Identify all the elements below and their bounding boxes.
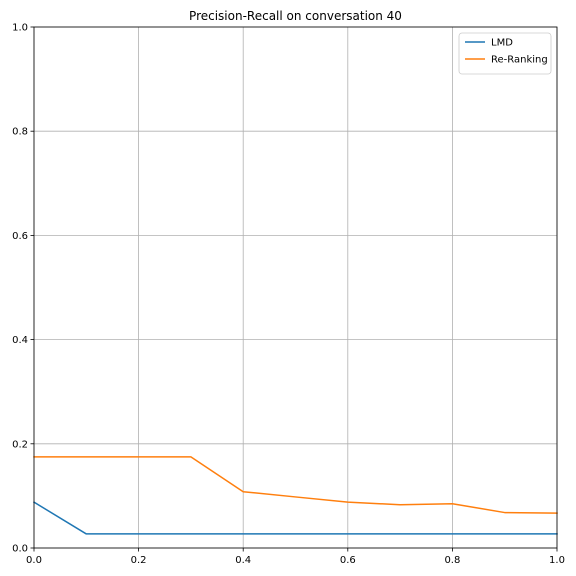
y-tick-label-4: 0.8: [12, 127, 28, 138]
series-lines: [32, 456, 558, 535]
y-tick-label-1: 0.2: [12, 439, 28, 450]
y-tick-label-3: 0.6: [12, 231, 28, 242]
x-tick-label-3: 0.6: [340, 555, 356, 566]
x-tick-label-1: 0.2: [131, 555, 147, 566]
x-tick-label-0: 0.0: [26, 555, 42, 566]
series-line-lmd: [32, 501, 558, 535]
plot-frame: [33, 26, 558, 549]
legend-label-lmd: LMD: [491, 38, 513, 49]
x-tick-label-5: 1.0: [549, 555, 565, 566]
legend: LMD Re-Ranking: [458, 32, 552, 75]
y-tick-label-5: 1.0: [12, 23, 28, 34]
y-tick-label-0: 0.0: [12, 544, 28, 555]
chart-title: Precision-Recall on conversation 40: [189, 9, 402, 23]
axis-ticks: 0.0 0.2 0.4 0.6 0.8 1.0 0.0 0.2 0.4 0.6 0.8 1.0: [12, 23, 565, 567]
y-tick-label-2: 0.4: [12, 335, 28, 346]
series-line-re-ranking: [33, 456, 558, 514]
x-tick-label-4: 0.8: [444, 555, 460, 566]
legend-box: [458, 32, 552, 75]
x-tick-label-2: 0.4: [235, 555, 251, 566]
legend-label-re-ranking: Re-Ranking: [491, 55, 548, 66]
